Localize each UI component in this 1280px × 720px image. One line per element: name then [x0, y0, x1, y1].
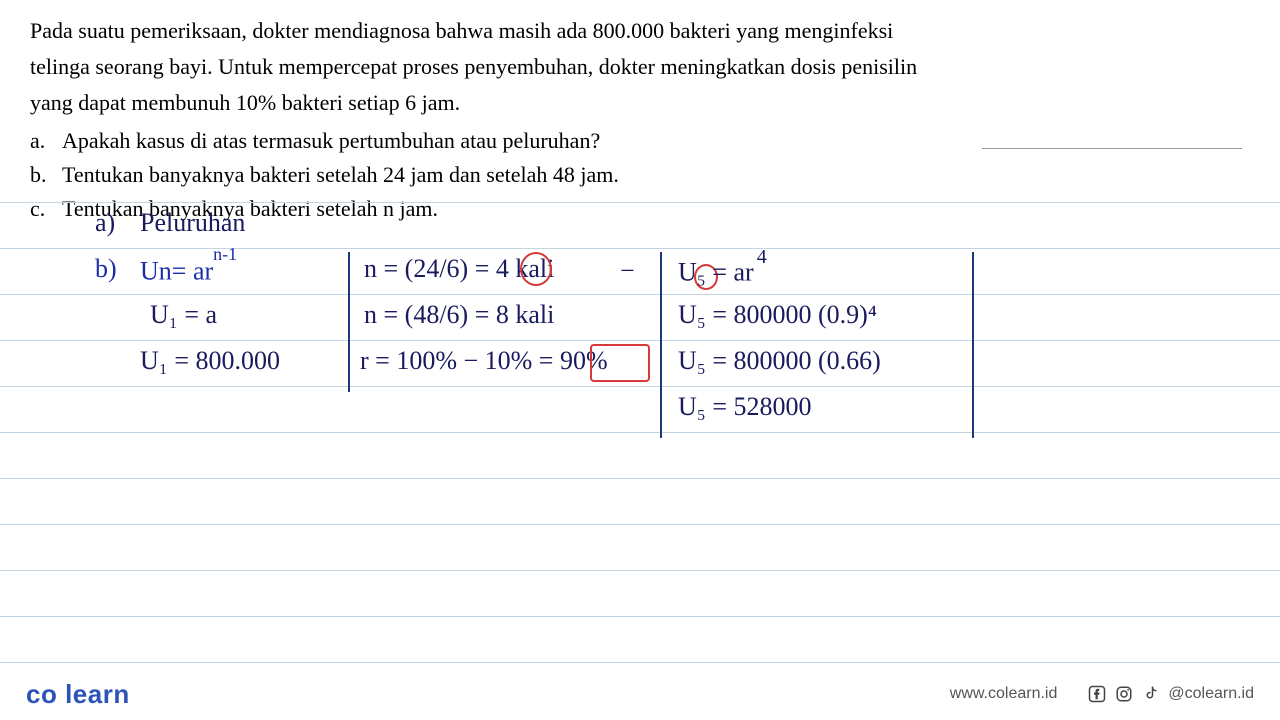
brand-logo: co learn — [26, 679, 130, 710]
tiktok-icon — [1141, 684, 1161, 704]
intro-line-2: telinga seorang bayi. Untuk mempercepat … — [30, 50, 1250, 84]
u5-line-2: U₅ = 800000 (0.9)⁴ — [678, 300, 877, 330]
facebook-icon — [1087, 684, 1107, 704]
rule-line — [0, 570, 1280, 571]
rule-line — [0, 340, 1280, 341]
question-b-text: Tentukan banyaknya bakteri setelah 24 ja… — [62, 158, 619, 192]
logo-co: co — [26, 679, 57, 709]
u5-formula-base: U₅ = ar — [678, 258, 754, 287]
rule-line — [0, 248, 1280, 249]
u5-formula: U₅ = ar4 — [678, 254, 764, 288]
rule-line — [0, 524, 1280, 525]
question-a: a. Apakah kasus di atas termasuk pertumb… — [30, 124, 1250, 158]
logo-dot-1 — [57, 679, 65, 709]
logo-learn: learn — [65, 679, 130, 709]
n-48: n = (48/6) = 8 kali — [364, 300, 554, 330]
question-a-text: Apakah kasus di atas termasuk pertumbuha… — [62, 124, 600, 158]
rule-line — [0, 616, 1280, 617]
intro-line-3: yang dapat membunuh 10% bakteri setiap 6… — [30, 86, 1250, 120]
question-a-label: a. — [30, 124, 50, 158]
footer-right: www.colearn.id @colearn.id — [950, 684, 1254, 704]
rule-line — [0, 386, 1280, 387]
un-formula-exp: n-1 — [213, 244, 237, 264]
problem-statement: Pada suatu pemeriksaan, dokter mendiagno… — [0, 0, 1280, 227]
r-equation: r = 100% − 10% = 90% — [360, 346, 608, 376]
answer-a-text: Peluruhan — [140, 208, 245, 238]
notebook-lines: a) Peluruhan b) Un= arn-1 U₁ = a U₁ = 80… — [0, 202, 1280, 668]
footer: co learn www.colearn.id @colearn.id — [0, 668, 1280, 720]
answer-a-label: a) — [95, 208, 115, 238]
u1-value: U₁ = 800.000 — [140, 346, 280, 376]
instagram-icon — [1114, 684, 1134, 704]
rule-line — [0, 294, 1280, 295]
question-b-label: b. — [30, 158, 50, 192]
vertical-divider-3 — [972, 252, 974, 438]
intro-line-1: Pada suatu pemeriksaan, dokter mendiagno… — [30, 14, 1250, 48]
social-handle: @colearn.id — [1168, 685, 1254, 703]
rule-line — [0, 202, 1280, 203]
answer-b-label: b) — [95, 254, 117, 284]
rule-line — [0, 432, 1280, 433]
n-24-tail: − — [620, 256, 635, 286]
red-circle-4 — [520, 252, 552, 286]
un-formula-base: Un= ar — [140, 257, 213, 286]
footer-url: www.colearn.id — [950, 685, 1058, 703]
u5-formula-exp: 4 — [757, 246, 767, 268]
rule-line — [0, 478, 1280, 479]
rule-decoration — [982, 148, 1242, 149]
un-formula: Un= arn-1 — [140, 254, 237, 287]
u5-line-3: U₅ = 800000 (0.66) — [678, 346, 881, 376]
u1-eq-a: U₁ = a — [150, 300, 217, 330]
red-box-90pct — [590, 344, 650, 382]
u5-line-4: U₅ = 528000 — [678, 392, 812, 422]
vertical-divider-1 — [348, 252, 350, 392]
vertical-divider-2 — [660, 252, 662, 438]
social-icons: @colearn.id — [1087, 684, 1254, 704]
rule-line — [0, 662, 1280, 663]
question-b: b. Tentukan banyaknya bakteri setelah 24… — [30, 158, 1250, 192]
